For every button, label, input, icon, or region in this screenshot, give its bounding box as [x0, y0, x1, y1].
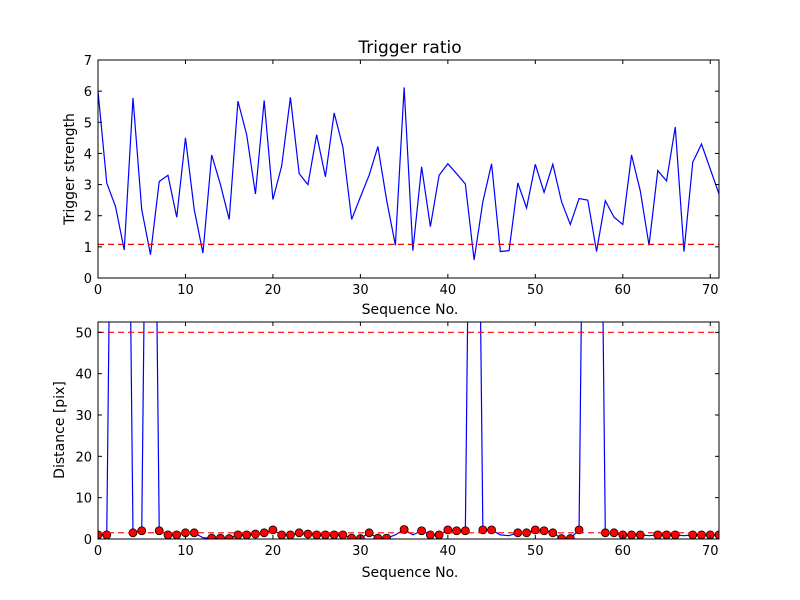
data-point [312, 530, 322, 539]
data-point [487, 525, 496, 535]
data-point [452, 526, 462, 536]
data-point [373, 533, 383, 539]
data-point [347, 533, 357, 539]
y-tick-label: 1 [84, 241, 92, 256]
x-tick-label: 0 [94, 544, 102, 559]
data-point [662, 530, 671, 539]
data-point [425, 530, 435, 539]
data-point [653, 530, 663, 539]
series-layer [98, 87, 719, 261]
data-point [268, 525, 278, 535]
x-tick-label: 20 [265, 283, 282, 298]
data-point [251, 529, 260, 539]
series-layer [98, 322, 719, 539]
trigger-ratio-plot-area: 0 10 20 30 40 50 60 70 0 1 2 3 4 5 6 7 [84, 54, 720, 298]
data-point [460, 526, 470, 536]
x-tick-label: 30 [352, 544, 369, 559]
y-tick-label: 3 [84, 179, 92, 194]
y-tick-label: 10 [75, 492, 92, 507]
x-tick-label: 70 [702, 283, 719, 298]
data-point [443, 525, 453, 535]
data-point [207, 533, 217, 539]
x-tick-label: 30 [352, 283, 369, 298]
data-point [163, 530, 173, 539]
data-point [627, 530, 636, 539]
x-axis-label: Sequence No. [362, 302, 459, 318]
y-tick-label: 0 [84, 272, 92, 287]
y-tick-label: 5 [84, 116, 92, 131]
x-tick-label: 60 [615, 544, 632, 559]
data-point [478, 525, 488, 535]
chart-title: Trigger ratio [357, 38, 461, 58]
y-tick-label: 7 [84, 54, 92, 69]
y-axis-label: Distance [pix] [52, 381, 68, 479]
data-point [137, 526, 147, 536]
data-point [417, 526, 427, 536]
data-point [382, 533, 392, 539]
y-tick-label: 4 [84, 147, 92, 162]
data-point [635, 530, 645, 539]
y-tick-label: 2 [84, 210, 92, 225]
data-point [242, 530, 252, 539]
data-point [539, 526, 549, 536]
y-tick-label: 0 [84, 533, 92, 548]
data-point [670, 530, 680, 539]
data-point [172, 530, 182, 539]
data-point [434, 530, 444, 539]
data-point [329, 530, 339, 539]
data-point [233, 530, 243, 539]
y-axis-label: Trigger strength [62, 113, 78, 226]
y-tick-label: 30 [75, 409, 92, 424]
y-tick-label: 50 [75, 326, 92, 341]
data-point [688, 530, 698, 539]
x-tick-label: 40 [440, 544, 457, 559]
data-point [574, 525, 584, 535]
x-axis-label: Sequence No. [362, 565, 459, 581]
x-tick-label: 50 [527, 544, 544, 559]
axes-frame [97, 59, 720, 279]
x-tick-label: 50 [527, 283, 544, 298]
x-tick-label: 20 [265, 544, 282, 559]
trigger-ratio-panel: Trigger ratio 0 10 20 30 40 50 60 70 0 1 2 3 4 5 6 7 Se… [62, 38, 720, 318]
data-point [286, 530, 295, 539]
distance-plot-area: 0 10 20 30 40 50 60 70 0 10 20 30 40 50 [75, 321, 720, 559]
data-point [399, 525, 409, 534]
data-point [321, 530, 330, 539]
x-tick-label: 0 [94, 283, 102, 298]
data-point [216, 533, 225, 539]
data-point [277, 530, 287, 539]
x-tick-label: 70 [702, 544, 719, 559]
data-point [154, 526, 164, 536]
x-tick-label: 60 [615, 283, 632, 298]
data-point [102, 530, 112, 539]
x-tick-label: 10 [177, 544, 194, 559]
axes-frame [97, 321, 720, 540]
y-tick-label: 20 [75, 450, 92, 465]
x-tick-label: 40 [440, 283, 457, 298]
data-point [338, 530, 348, 539]
data-point [530, 525, 540, 535]
data-point [697, 530, 706, 539]
y-tick-label: 6 [84, 85, 92, 100]
y-tick-label: 40 [75, 368, 92, 383]
series-line [98, 87, 719, 261]
data-point [303, 529, 313, 539]
x-tick-label: 10 [177, 283, 194, 298]
